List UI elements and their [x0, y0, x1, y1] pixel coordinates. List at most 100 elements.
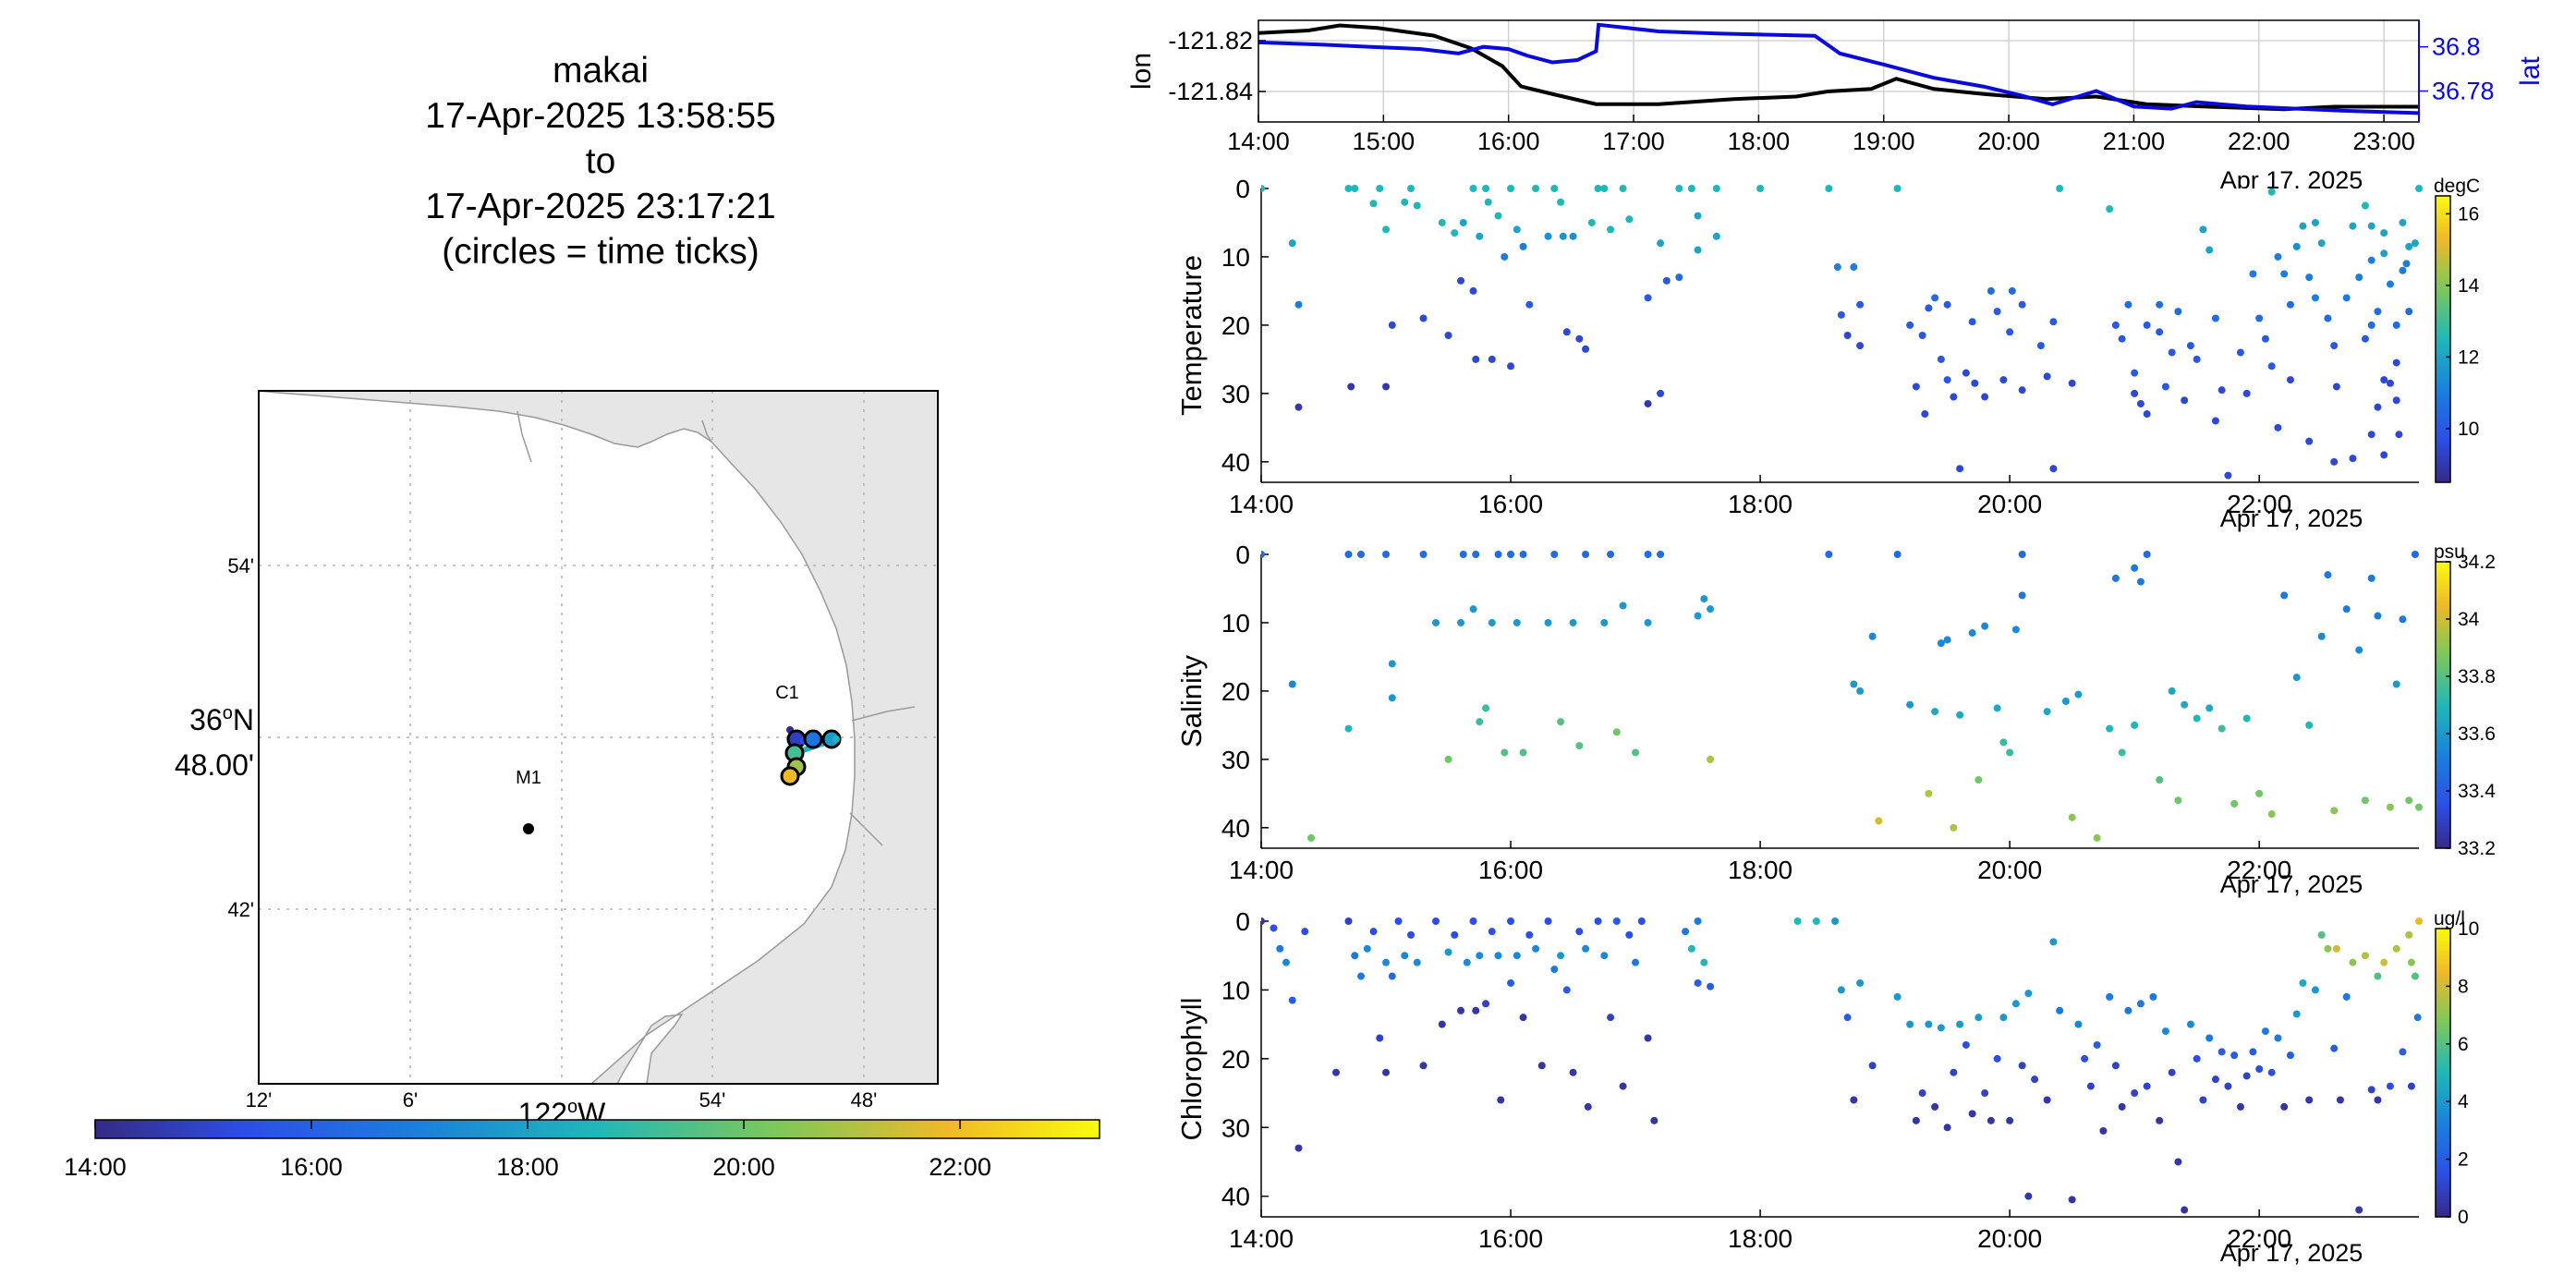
temperature-data-point [1981, 393, 1989, 401]
temperature-data-point [2386, 379, 2394, 387]
chlorophyll-data-point [2211, 1075, 2219, 1084]
temperature-data-point [1407, 185, 1416, 192]
chlorophyll-data-point [2024, 990, 2033, 998]
temperature-data-point [1413, 201, 1421, 210]
chlorophyll-data-point [1575, 928, 1584, 936]
salinity-xtick-label: 14:00 [1229, 856, 1294, 884]
salinity-data-point [2255, 789, 2264, 797]
temperature-data-point [2161, 383, 2169, 391]
chlorophyll-data-point [1607, 1014, 1615, 1022]
salinity-data-point [1550, 551, 1559, 558]
salinity-data-point [1382, 551, 1391, 558]
temperature-data-point [1607, 225, 1615, 234]
temperature-data-point [2361, 201, 2369, 210]
chlorophyll-data-point [2342, 992, 2351, 1001]
chlorophyll-points [1261, 917, 2423, 1214]
temperature-data-point [1893, 185, 1902, 192]
salinity-data-point [1507, 551, 1515, 558]
temperature-data-point [1600, 185, 1609, 192]
chlorophyll-data-point [1463, 958, 1471, 966]
time-colorbar-tick-label: 18:00 [496, 1153, 559, 1181]
temperature-data-point [1369, 200, 1378, 208]
temperature-data-point [2274, 252, 2282, 261]
temperature-data-point [1347, 383, 1355, 391]
temperature-data-point [1388, 321, 1396, 329]
track-time-tick [803, 729, 823, 749]
chlorophyll-data-point [1276, 944, 1284, 953]
salinity-data-point [2317, 632, 2326, 640]
chlorophyll-data-point [2168, 1068, 2176, 1076]
lon-ytick-label: -121.82 [1168, 27, 1253, 55]
lon-label-12: 12' [246, 1088, 273, 1112]
temperature-colorbar-tick-label: 16 [2458, 203, 2479, 225]
chlorophyll-data-point [1694, 978, 1702, 987]
river-line [701, 419, 712, 443]
chlorophyll-data-point [1968, 1110, 1976, 1118]
chlorophyll-data-point [1619, 1082, 1627, 1090]
chlorophyll-data-point [1270, 924, 1278, 932]
salinity-data-point [1432, 618, 1440, 626]
chlorophyll-data-point [1569, 1068, 1577, 1076]
chlorophyll-data-point [2031, 1075, 2039, 1084]
plot-title-block: makai 17-Apr-2025 13:58:55 to 17-Apr-202… [305, 48, 896, 274]
chlorophyll-ytick-label: 0 [1235, 907, 1250, 936]
temperature-data-point [2311, 218, 2319, 226]
temperature-data-point [2286, 376, 2294, 384]
lon-ytick-label: -121.84 [1168, 78, 1253, 105]
chlorophyll-data-point [2407, 1082, 2415, 1090]
lonlat-xtick-label: 17:00 [1602, 128, 1665, 155]
temperature-data-point [2349, 222, 2357, 230]
salinity-data-point [1707, 755, 1715, 763]
chlorophyll-data-point [2349, 958, 2357, 966]
chlorophyll-data-point [1962, 1040, 1970, 1049]
chlorophyll-colorbar-tick-label: 10 [2458, 918, 2479, 940]
salinity-plot-area [1261, 554, 2419, 848]
temperature-data-point [1921, 410, 1929, 419]
chlorophyll-data-point [1993, 1054, 2001, 1063]
salinity-data-point [2111, 574, 2120, 582]
chlorophyll-data-point [1519, 1014, 1527, 1022]
salinity-ytick-label: 10 [1221, 609, 1250, 638]
time-colorbar-tick-label: 14:00 [64, 1153, 127, 1181]
temperature-data-point [1675, 273, 1683, 282]
station-label-c1: C1 [775, 683, 799, 703]
chlorophyll-colorbar-unit: ug/l [2434, 908, 2465, 930]
chlorophyll-data-point [1918, 1089, 1926, 1098]
temperature-xtick-label: 18:00 [1728, 490, 1792, 518]
salinity-xtick-label: 16:00 [1478, 856, 1543, 884]
chlorophyll-data-point [2086, 1082, 2095, 1090]
temperature-data-point [2261, 334, 2269, 343]
temperature-data-point [1261, 185, 1265, 192]
salinity-data-point [1707, 605, 1715, 614]
temperature-data-point [1376, 185, 1384, 192]
temperature-data-point [1619, 185, 1627, 192]
chlorophyll-data-point [2161, 1027, 2169, 1036]
salinity-data-point [2068, 813, 2076, 821]
salinity-data-point [1868, 632, 1877, 640]
temperature-data-point [1657, 389, 1665, 397]
temperature-data-point [2006, 328, 2014, 336]
lat-ytick-label: 36.78 [2432, 78, 2495, 105]
chlorophyll-data-point [2224, 1082, 2232, 1090]
salinity-colorbar-tick-label: 33.8 [2458, 666, 2496, 687]
salinity-data-point [1968, 629, 1976, 638]
map-panel: 54' 36oN 48.00' 42' 12' 6' 122oW 54' 48'… [175, 390, 939, 1130]
temperature-data-point [1756, 185, 1765, 192]
salinity-data-point [1488, 618, 1496, 626]
lonlat-xtick-label: 21:00 [2103, 128, 2166, 155]
chlorophyll-data-point [1497, 1096, 1505, 1104]
temperature-data-point [2068, 379, 2076, 387]
temperature-data-point [2355, 273, 2363, 282]
chlorophyll-data-point [1850, 1096, 1858, 1104]
salinity-ytick-label: 40 [1221, 814, 1250, 843]
temperature-data-point [1575, 334, 1584, 343]
chlorophyll-colorbar-tick-label: 2 [2458, 1149, 2469, 1171]
chlorophyll-data-point [1382, 1068, 1391, 1076]
chlorophyll-data-point [2068, 1196, 2076, 1204]
temperature-data-point [2056, 185, 2064, 192]
chlorophyll-ytick-label: 40 [1221, 1183, 1250, 1211]
temperature-data-point [1513, 225, 1521, 234]
temperature-data-point [2286, 300, 2294, 309]
temperature-data-point [2411, 239, 2419, 248]
salinity-data-point [1519, 551, 1527, 558]
